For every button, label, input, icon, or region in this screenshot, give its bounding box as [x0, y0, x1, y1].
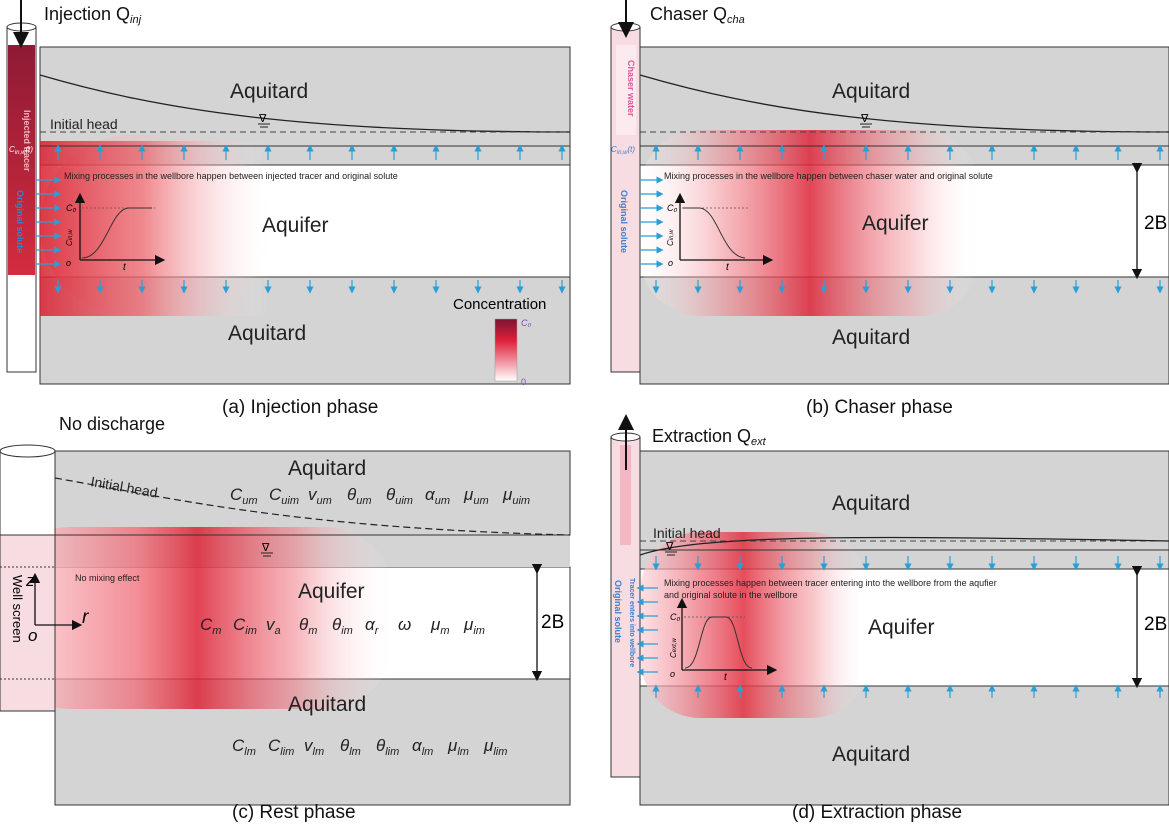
inset-origin-d: o: [670, 669, 675, 679]
inset-d: C₀ Cext,w o t: [669, 597, 778, 683]
inset-origin-b: o: [668, 258, 673, 268]
plume-c: [0, 527, 395, 709]
upper-layer-label-b: Aquitard: [832, 80, 910, 103]
caption-b: (b) Chaser phase: [806, 397, 953, 418]
legend-bar: [494, 318, 518, 382]
panel-d: Initial head ∇ Aquitard Aquifer Aquitard…: [610, 414, 1169, 823]
arrows-well-d: [636, 584, 658, 676]
arrows-well-a: [36, 176, 62, 268]
cin-label-a: Cin,w(t): [9, 145, 33, 156]
upper-aquitard-parameter: θuim: [386, 485, 413, 507]
mixing-note-a: Mixing processes in the wellbore happen …: [64, 171, 398, 181]
inset-x-a: t: [123, 262, 127, 273]
arrows-upper-a: [54, 144, 566, 160]
axis-r-c: r: [82, 607, 89, 628]
upper-aquitard-c: [54, 450, 571, 536]
caption-a: (a) Injection phase: [222, 397, 378, 418]
phase-title-c: No discharge: [59, 414, 165, 434]
well-chaser-b: [616, 45, 636, 135]
inset-c0-d: C₀: [670, 612, 680, 622]
axis-o-c: o: [28, 626, 37, 645]
arrows-lower-d: [652, 684, 1164, 698]
legend-title: Concentration: [453, 296, 546, 313]
lower-layer-label-c: Aquitard: [288, 693, 366, 716]
well-screen-label-a: Original solute: [15, 190, 25, 253]
upper-layer-label-c: Aquitard: [288, 457, 366, 480]
well-screen-label-d: Original solute: [613, 580, 623, 643]
mixing-note-d-1: Mixing processes happen between tracer e…: [664, 578, 997, 588]
head-curve-b: [639, 74, 1169, 133]
mixing-note-b: Mixing processes in the wellbore happen …: [664, 171, 993, 181]
mixing-note-d-2: and original solute in the wellbore: [664, 590, 798, 600]
plume-d: [640, 532, 870, 718]
water-table-symbol-c: ∇: [261, 542, 270, 554]
head-curve-a: [39, 74, 571, 133]
water-table-symbol-d: ∇: [665, 541, 674, 553]
well-entry-label-d: Tracer enters into wellbore: [628, 578, 635, 667]
caption-d: (d) Extraction phase: [792, 802, 962, 823]
thickness-c: 2B: [541, 612, 564, 633]
inset-y-a: Cin,w: [65, 229, 74, 246]
arrows-lower-a: [54, 280, 566, 294]
lower-layer-label-b: Aquitard: [832, 326, 910, 349]
water-table-symbol-a: ∇: [258, 113, 267, 125]
panel-c: Initial head ∇ Aquitard Aquifer Aquitard…: [0, 414, 571, 823]
phase-title-d: Extraction Qext: [652, 426, 767, 448]
panel-a: Initial head ∇ Aquitard Aquifer Aquitard…: [6, 0, 571, 418]
inset-c0-a: C₀: [66, 203, 76, 213]
inset-b: C₀ Cin,w o t: [666, 192, 774, 273]
aquifer-params-c: Cm Cim va θm θim αr ω μm μim: [200, 615, 485, 637]
plume-a: [40, 141, 270, 316]
aquifer-label-c: Aquifer: [298, 580, 365, 603]
legend-min: 0: [521, 377, 526, 387]
thickness-d: 2B: [1144, 614, 1167, 635]
water-table-symbol-b: ∇: [860, 113, 869, 125]
mixing-note-c: No mixing effect: [75, 573, 140, 583]
well-tracer-a: [8, 45, 35, 275]
head-curve-d: [639, 536, 1169, 556]
aquifer-label-a: Aquifer: [262, 214, 329, 237]
head-label-d: Initial head: [653, 525, 721, 541]
caption-c: (c) Rest phase: [232, 802, 356, 823]
arrows-well-b: [640, 176, 664, 268]
lower-layer-label-a: Aquitard: [228, 322, 306, 345]
upper-layer-label-d: Aquitard: [832, 492, 910, 515]
upper-layer-label-a: Aquitard: [230, 80, 308, 103]
well-pipe-d: [620, 445, 631, 545]
concentration-legend: Concentration C₀ 0: [453, 296, 546, 387]
phase-title-a: Injection Qinj: [44, 4, 142, 26]
well-upper-c: [0, 450, 56, 536]
well-top-label-b: Chaser water: [626, 60, 636, 117]
plume-b: [640, 130, 980, 316]
arrows-upper-b: [652, 144, 1164, 160]
legend-max: C₀: [521, 318, 531, 328]
arrows-lower-b: [652, 280, 1164, 294]
panel-b: ∇ Aquitard Aquifer Aquitard Mixing proce…: [610, 0, 1169, 418]
well-screen-label-c: Well screen: [10, 575, 25, 643]
well-top-label-a: Injected tracer: [22, 110, 32, 172]
inset-a: C₀ Cin,w o t: [65, 192, 166, 273]
inset-y-b: Cin,w: [666, 229, 675, 246]
phase-title-b: Chaser Qcha: [650, 4, 745, 26]
inset-y-d: Cext,w: [669, 638, 678, 658]
arrows-upper-d: [652, 556, 1164, 571]
aquifer-label-d: Aquifer: [868, 616, 935, 639]
aquifer-parameter: ω: [398, 615, 411, 634]
inset-x-b: t: [726, 262, 730, 273]
thickness-b: 2B: [1144, 213, 1167, 234]
cin-label-b: Cin,w(t): [611, 145, 635, 156]
inset-origin-a: o: [66, 258, 71, 268]
inset-x-d: t: [724, 672, 728, 683]
inset-c0-b: C₀: [667, 203, 677, 213]
axis-z-c: z: [25, 571, 35, 590]
aquifer-label-b: Aquifer: [862, 212, 929, 235]
head-label-a: Initial head: [50, 116, 118, 132]
lower-layer-label-d: Aquitard: [832, 743, 910, 766]
well-screen-label-b: Original solute: [619, 190, 629, 253]
